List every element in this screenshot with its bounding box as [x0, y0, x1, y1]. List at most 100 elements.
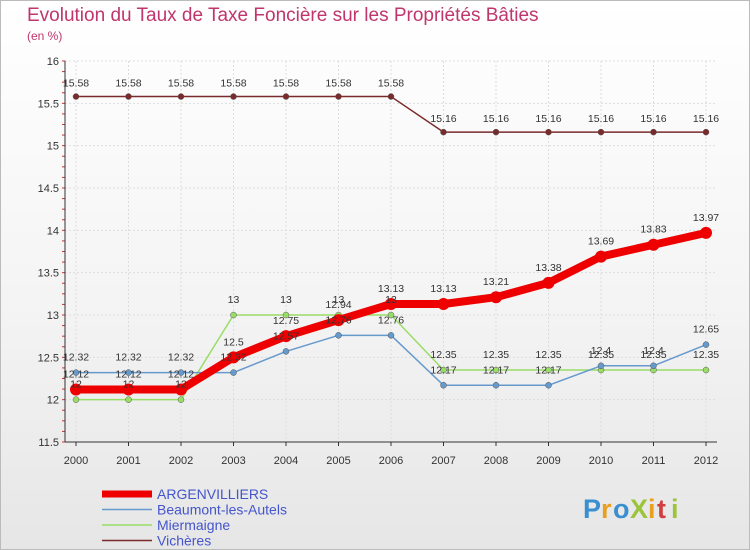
data-label-argenvilliers: 12.12: [63, 369, 89, 381]
data-point-miermaigne: [702, 366, 710, 374]
y-tick-label: 13.5: [38, 268, 59, 280]
data-point-argenvilliers: [437, 297, 450, 310]
data-label-beaumont-les-autels: 12.17: [483, 364, 509, 376]
logo-letter-x: X: [630, 494, 648, 524]
data-label-miermaigne: 12: [175, 379, 187, 391]
data-point-miermaigne: [282, 311, 290, 319]
x-tick-label: 2002: [169, 455, 193, 467]
data-label-miermaigne: 13: [228, 294, 240, 306]
data-label-miermaigne: 12: [123, 379, 135, 391]
y-tick-label: 16: [47, 56, 59, 68]
legend: ARGENVILLIERSBeaumont-les-AutelsMiermaig…: [102, 486, 287, 549]
data-label-vich-res: 15.58: [325, 78, 351, 90]
data-label-beaumont-les-autels: 12.76: [378, 314, 404, 326]
data-label-beaumont-les-autels: 12.32: [63, 352, 89, 364]
data-label-vich-res: 15.16: [640, 113, 666, 125]
data-label-beaumont-les-autels: 12.32: [115, 352, 141, 364]
data-label-miermaigne: 13: [333, 294, 345, 306]
data-point-vich-res: [72, 93, 80, 100]
data-point-argenvilliers: [175, 383, 187, 396]
x-tick-label: 2012: [694, 455, 718, 467]
data-label-miermaigne: 12.35: [483, 349, 509, 361]
x-tick-label: 2003: [221, 455, 245, 467]
x-tick-label: 2011: [642, 455, 666, 467]
data-point-vich-res: [282, 93, 290, 100]
data-point-miermaigne: [440, 366, 447, 374]
data-point-beaumont-les-autels: [282, 348, 290, 355]
data-label-beaumont-les-autels: 12.57: [273, 330, 299, 342]
logo-letter-i1: i: [648, 494, 656, 524]
data-labels: 15.58 15.58 15.58 15.58 15.58 15.58 15.58 15.16…: [63, 78, 719, 391]
data-point-miermaigne: [125, 396, 132, 403]
data-point-vich-res: [230, 93, 237, 100]
x-tick-label: 2004: [274, 455, 298, 467]
data-label-vich-res: 15.58: [378, 78, 404, 90]
logo-letter-o: o: [613, 494, 630, 524]
data-label-beaumont-les-autels: 12.65: [693, 324, 719, 336]
series-points: [70, 93, 712, 403]
data-label-vich-res: 15.58: [273, 78, 299, 90]
data-label-argenvilliers: 12.75: [273, 315, 299, 327]
data-point-vich-res: [440, 128, 447, 136]
legend-label-argenvilliers: ARGENVILLIERS: [157, 486, 268, 502]
data-label-vich-res: 15.58: [115, 78, 141, 90]
data-label-vich-res: 15.58: [220, 78, 246, 90]
data-label-miermaigne: 12.35: [535, 349, 561, 361]
data-label-miermaigne: 12.35: [588, 349, 614, 361]
logo-letter-r: r: [601, 494, 612, 524]
legend-label-miermaigne: Miermaigne: [157, 517, 230, 533]
y-tick-label: 15.5: [38, 98, 59, 110]
data-label-vich-res: 15.58: [168, 78, 194, 90]
data-point-argenvilliers: [70, 383, 82, 396]
data-point-beaumont-les-autels: [177, 369, 185, 376]
data-label-beaumont-les-autels: 12.4: [591, 345, 612, 357]
chart-title: Evolution du Taux de Taxe Foncière sur l…: [27, 5, 539, 26]
data-point-miermaigne: [230, 311, 237, 319]
data-point-argenvilliers: [647, 238, 660, 251]
data-label-argenvilliers: 13.38: [535, 262, 561, 274]
data-point-beaumont-les-autels: [650, 362, 657, 370]
data-point-vich-res: [650, 128, 657, 136]
data-label-miermaigne: 13: [280, 294, 292, 306]
data-label-argenvilliers: 13.21: [483, 276, 509, 288]
data-point-beaumont-les-autels: [702, 341, 710, 348]
x-tick-label: 2008: [484, 455, 508, 467]
data-point-miermaigne: [492, 366, 500, 374]
y-tick-label: 11.5: [38, 437, 59, 449]
data-label-beaumont-les-autels: 12.32: [220, 352, 246, 364]
legend-label-beaumont-les-autels: Beaumont-les-Autels: [157, 502, 287, 518]
data-point-beaumont-les-autels: [230, 369, 237, 376]
logo-letter-i2: i: [671, 494, 679, 524]
data-point-vich-res: [177, 93, 185, 100]
data-point-vich-res: [545, 128, 552, 136]
data-label-argenvilliers: 12.94: [325, 299, 351, 311]
data-point-miermaigne: [72, 396, 80, 403]
y-tick-label: 14: [47, 225, 59, 237]
data-point-vich-res: [335, 93, 342, 100]
data-point-beaumont-les-autels: [125, 369, 132, 376]
x-tick-label: 2005: [326, 455, 350, 467]
chart-subtitle: (en %): [27, 29, 63, 43]
data-label-beaumont-les-autels: 12.76: [325, 314, 351, 326]
data-point-vich-res: [492, 128, 500, 136]
data-point-beaumont-les-autels: [335, 332, 342, 339]
data-label-argenvilliers: 12.12: [168, 369, 194, 381]
data-point-vich-res: [387, 93, 395, 100]
x-tick-label: 2006: [379, 455, 403, 467]
logo-letter-p: P: [583, 494, 601, 524]
logo-letter-t: t: [657, 494, 666, 524]
data-label-argenvilliers: 13.97: [693, 212, 719, 224]
data-point-miermaigne: [387, 311, 395, 319]
proxiti-logo: P r o X i t i: [583, 494, 679, 524]
data-point-argenvilliers: [700, 226, 712, 239]
x-tick-label: 2010: [589, 455, 613, 467]
data-point-vich-res: [125, 93, 132, 100]
data-point-argenvilliers: [490, 291, 502, 304]
data-point-beaumont-les-autels: [72, 369, 80, 376]
data-label-argenvilliers: 13.13: [378, 283, 404, 295]
data-label-argenvilliers: 13.13: [430, 283, 456, 295]
data-label-vich-res: 15.16: [483, 113, 509, 125]
data-point-argenvilliers: [385, 297, 397, 310]
